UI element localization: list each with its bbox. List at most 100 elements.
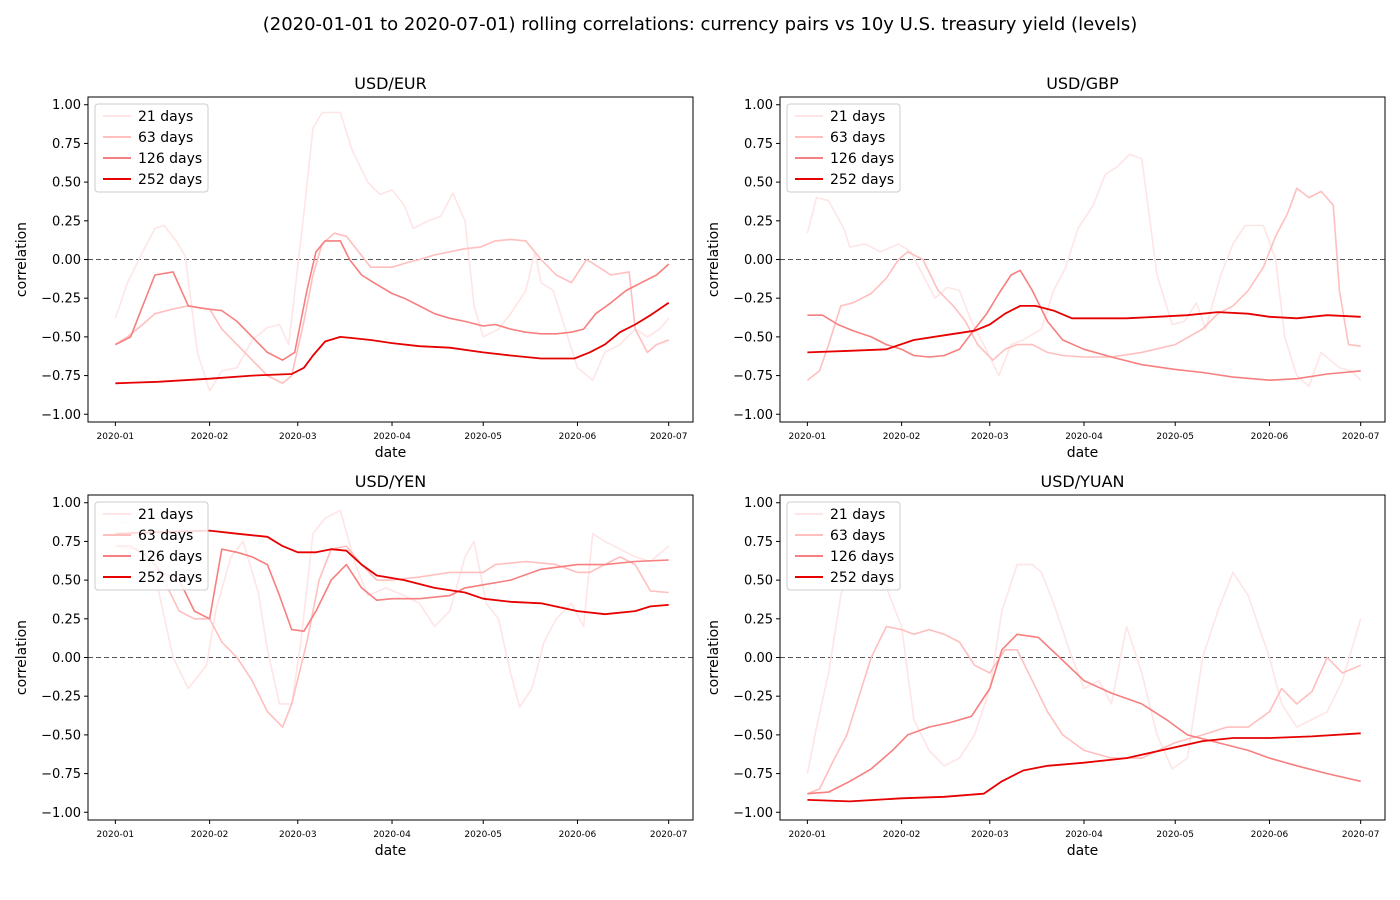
legend-label: 252 days — [138, 172, 202, 188]
y-tick-label: 0.25 — [744, 612, 773, 627]
y-axis-label: correlation — [706, 222, 722, 297]
y-tick-label: −1.00 — [733, 806, 773, 821]
legend: 21 days 63 days 126 days 252 days — [786, 501, 901, 591]
y-tick-label: 0.50 — [52, 176, 81, 191]
x-axis-label: date — [1067, 445, 1099, 461]
x-axis-label: date — [375, 445, 407, 461]
x-tick-label: 2020-06 — [1251, 830, 1289, 840]
x-tick-label: 2020-01 — [789, 432, 827, 442]
legend-label: 252 days — [830, 570, 894, 586]
y-tick-label: 0.50 — [744, 574, 773, 589]
legend: 21 days 63 days 126 days 252 days — [786, 103, 901, 193]
x-tick-label: 2020-01 — [97, 830, 135, 840]
y-tick-label: 0.75 — [744, 137, 773, 152]
series-line-252-days — [115, 302, 670, 385]
x-axis-label: date — [1067, 843, 1099, 859]
x-tick-label: 2020-03 — [279, 432, 317, 442]
y-tick-label: −0.50 — [41, 330, 81, 345]
legend-label: 126 days — [138, 549, 202, 565]
y-tick-label: −0.25 — [733, 690, 773, 705]
series-line-252-days — [807, 732, 1361, 803]
series-line-126-days — [115, 545, 669, 632]
y-tick-label: −0.25 — [41, 292, 81, 307]
y-tick-label: 0.00 — [744, 253, 773, 268]
x-tick-label: 2020-03 — [971, 830, 1009, 840]
subplot-title: USD/EUR — [354, 74, 427, 93]
y-tick-label: −0.25 — [733, 292, 773, 307]
x-tick-label: 2020-02 — [883, 432, 921, 442]
legend-label: 126 days — [138, 151, 202, 167]
x-tick-label: 2020-05 — [1156, 830, 1194, 840]
y-tick-label: 1.00 — [744, 496, 773, 511]
legend-label: 21 days — [138, 507, 193, 523]
subplot-2: USD/YEN 1.00 0.75 0.50 0.25 0.00 −0.25 −0.50 −0.… — [14, 472, 694, 859]
y-tick-label: 0.50 — [52, 574, 81, 589]
series-line-63-days — [114, 232, 669, 385]
legend-label: 63 days — [138, 528, 193, 544]
y-tick-label: −0.75 — [733, 767, 773, 782]
y-tick-label: 0.50 — [744, 176, 773, 191]
y-tick-label: 1.00 — [52, 98, 81, 113]
legend-label: 252 days — [830, 172, 894, 188]
y-tick-label: 0.25 — [744, 214, 773, 229]
y-tick-label: −1.00 — [41, 806, 81, 821]
series-line-63-days — [115, 545, 669, 728]
legend-frame — [786, 501, 901, 591]
x-tick-label: 2020-06 — [559, 830, 597, 840]
y-tick-label: −1.00 — [41, 408, 81, 423]
legend: 21 days 63 days 126 days 252 days — [94, 103, 209, 193]
subplot-title: USD/GBP — [1046, 74, 1119, 93]
subplot-1: USD/GBP 1.00 0.75 0.50 0.25 0.00 −0.25 −0.50 −0.… — [706, 74, 1386, 461]
subplot-title: USD/YEN — [355, 472, 426, 491]
x-tick-label: 2020-01 — [97, 432, 135, 442]
x-tick-label: 2020-06 — [1251, 432, 1289, 442]
x-tick-label: 2020-05 — [464, 432, 502, 442]
y-tick-label: 0.75 — [52, 137, 81, 152]
subplot-3: USD/YUAN 1.00 0.75 0.50 0.25 0.00 −0.25 −0.50 −0… — [706, 472, 1386, 859]
x-tick-label: 2020-05 — [1156, 432, 1194, 442]
legend-label: 63 days — [830, 130, 885, 146]
subplot-0: USD/EUR 1.00 0.75 0.50 0.25 0.00 −0.25 −0.50 −0.… — [14, 74, 694, 461]
legend-label: 126 days — [830, 151, 894, 167]
figure-title: (2020-01-01 to 2020-07-01) rolling corre… — [262, 14, 1138, 35]
x-tick-label: 2020-03 — [279, 830, 317, 840]
x-tick-label: 2020-04 — [373, 830, 411, 840]
x-tick-label: 2020-04 — [373, 432, 411, 442]
series-line-21-days — [115, 509, 670, 708]
y-tick-label: −0.50 — [733, 728, 773, 743]
x-tick-label: 2020-01 — [789, 830, 827, 840]
legend-frame — [94, 501, 209, 591]
y-tick-label: −0.75 — [41, 767, 81, 782]
x-tick-label: 2020-02 — [191, 432, 229, 442]
x-tick-label: 2020-07 — [650, 830, 688, 840]
x-axis-label: date — [375, 843, 407, 859]
y-tick-label: 0.25 — [52, 612, 81, 627]
series-line-126-days — [807, 269, 1361, 381]
x-tick-label: 2020-07 — [1342, 432, 1380, 442]
series-line-21-days — [806, 545, 1362, 774]
y-tick-label: 1.00 — [52, 496, 81, 511]
x-tick-label: 2020-03 — [971, 432, 1009, 442]
y-tick-label: 0.75 — [744, 535, 773, 550]
y-tick-label: −0.25 — [41, 690, 81, 705]
subplot-title: USD/YUAN — [1041, 472, 1125, 491]
series-line-63-days — [807, 625, 1362, 795]
y-tick-label: 0.25 — [52, 214, 81, 229]
x-tick-label: 2020-02 — [883, 830, 921, 840]
series-line-126-days — [115, 240, 670, 361]
x-tick-label: 2020-07 — [1342, 830, 1380, 840]
y-tick-label: −0.50 — [733, 330, 773, 345]
legend-label: 21 days — [138, 109, 193, 125]
legend-label: 21 days — [830, 109, 885, 125]
y-axis-label: correlation — [706, 620, 722, 695]
series-line-63-days — [806, 187, 1361, 381]
x-tick-label: 2020-07 — [650, 432, 688, 442]
y-tick-label: −0.50 — [41, 728, 81, 743]
y-axis-label: correlation — [14, 222, 30, 297]
legend-label: 63 days — [138, 130, 193, 146]
x-tick-label: 2020-06 — [559, 432, 597, 442]
y-tick-label: 0.00 — [52, 651, 81, 666]
x-tick-label: 2020-05 — [464, 830, 502, 840]
